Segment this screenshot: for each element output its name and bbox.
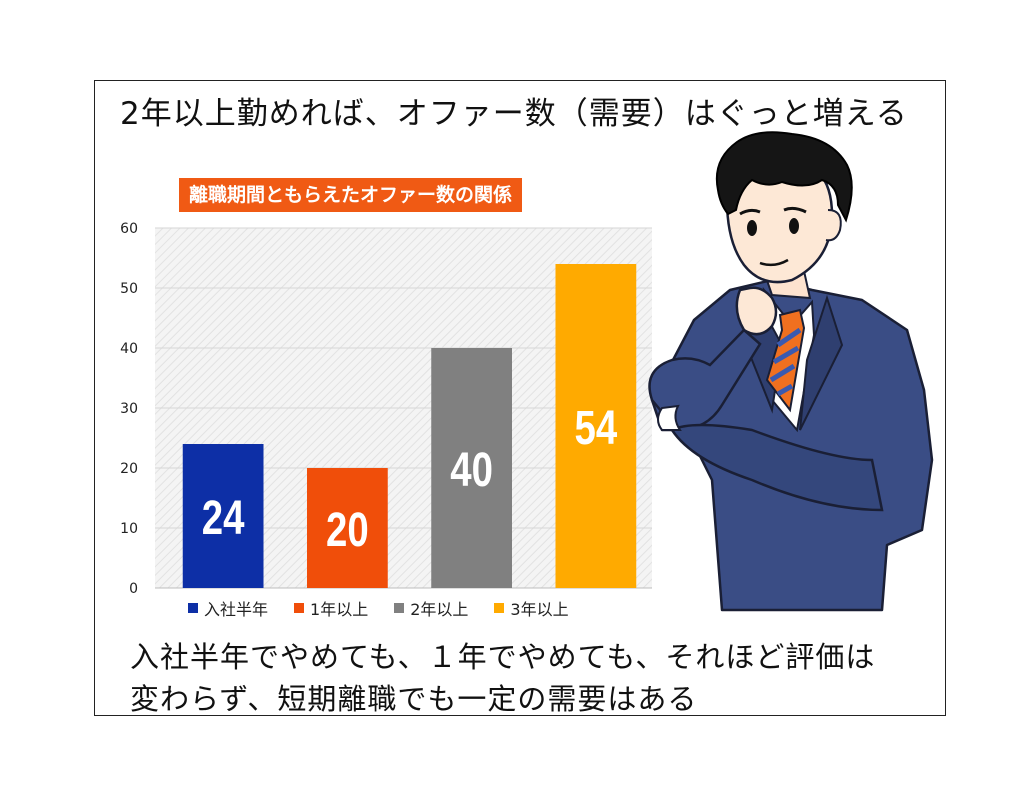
legend-item: 1年以上	[294, 596, 368, 620]
legend-swatch	[188, 603, 198, 613]
y-tick-label: 0	[129, 581, 138, 597]
hand	[735, 286, 778, 336]
legend-item: 3年以上	[494, 596, 569, 620]
legend-label: 1年以上	[310, 600, 369, 619]
legend-item: 2年以上	[394, 596, 468, 620]
businessman-thinking-illustration	[648, 131, 934, 612]
eye-right	[789, 218, 799, 234]
forearm	[670, 423, 884, 512]
bar-data-label: 54	[575, 402, 618, 455]
bar	[555, 264, 637, 588]
y-axis-ticks: 0 10 20 30 40 50 60	[120, 221, 138, 597]
hair	[715, 131, 853, 223]
bar	[306, 468, 388, 588]
y-tick-label: 60	[120, 221, 138, 237]
eye-left	[747, 220, 757, 236]
legend-swatch	[294, 603, 305, 613]
y-tick-label: 10	[120, 521, 138, 537]
legend-label: 入社半年	[204, 600, 269, 619]
legend-label: 3年以上	[510, 600, 569, 619]
headline: 2年以上勤めれば、オファー数（需要）はぐっと増える	[120, 96, 908, 132]
bar	[182, 444, 264, 588]
legend: 入社半年 1年以上 2年以上 3年以上	[188, 596, 569, 620]
caption-line: 入社半年でやめても、１年でやめても、それほど評価は	[130, 640, 876, 674]
y-tick-label: 20	[120, 461, 138, 477]
legend-swatch	[394, 603, 405, 613]
legend-swatch	[494, 603, 505, 613]
bar-chart: 0 10 20 30 40 50 60 24 20 40 54	[120, 221, 652, 597]
bar-data-label: 24	[202, 492, 245, 545]
y-tick-label: 40	[120, 341, 138, 357]
bars	[182, 264, 637, 588]
legend-item: 入社半年	[188, 596, 268, 620]
chart-title: 離職期間ともらえたオファー数の関係	[179, 178, 523, 212]
mouth	[759, 258, 789, 267]
ear	[825, 209, 842, 242]
legend-label: 2年以上	[410, 600, 469, 619]
bar	[431, 348, 513, 588]
bar-labels: 24 20 40 54	[202, 402, 617, 557]
caption-line: 変わらず、短期離職でも一定の需要はある	[130, 682, 698, 716]
bar-data-label: 40	[450, 444, 493, 497]
lapel-right	[799, 294, 844, 431]
bar-data-label: 20	[326, 504, 369, 557]
y-tick-label: 50	[120, 281, 138, 297]
y-tick-label: 30	[120, 401, 138, 417]
